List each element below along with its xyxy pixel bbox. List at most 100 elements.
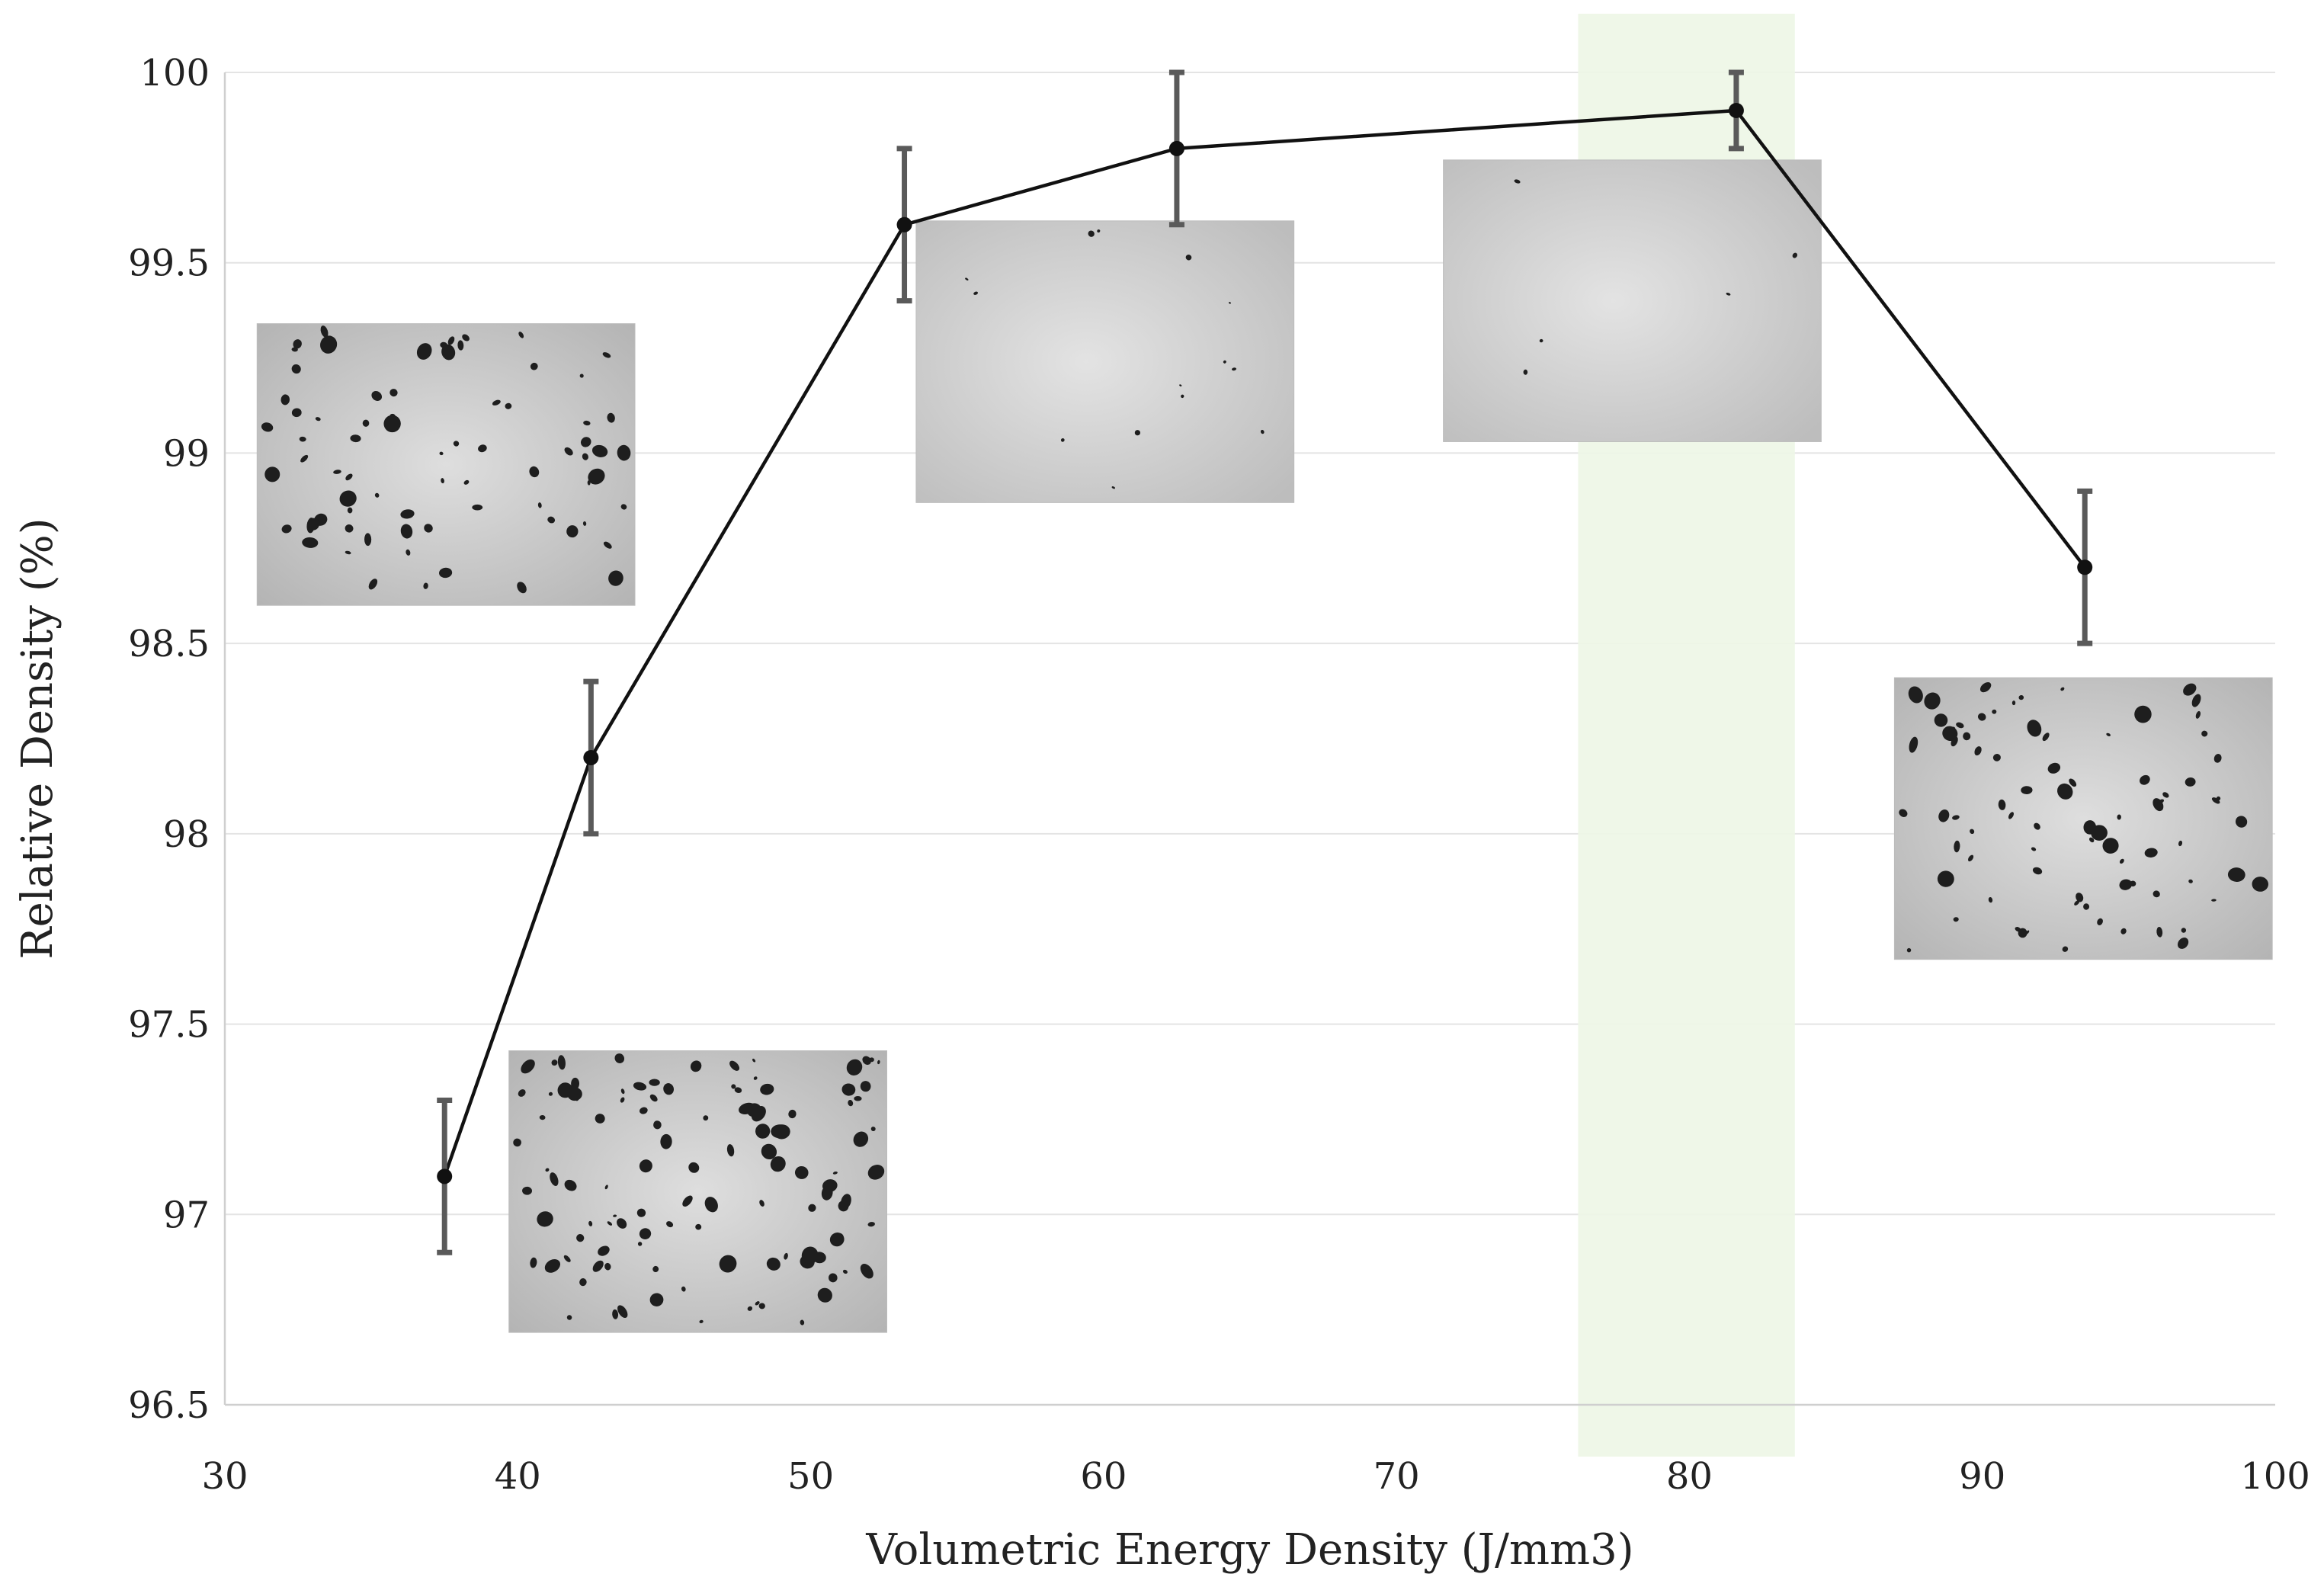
pore bbox=[264, 466, 280, 482]
micrograph-background bbox=[1893, 677, 2273, 960]
pore bbox=[620, 1097, 625, 1103]
pore bbox=[368, 579, 378, 590]
pore bbox=[1938, 809, 1950, 822]
micrograph-background bbox=[256, 323, 636, 606]
pore bbox=[315, 417, 321, 422]
pore bbox=[2042, 732, 2050, 742]
pore bbox=[639, 1107, 648, 1114]
pore bbox=[424, 524, 433, 533]
pore bbox=[339, 490, 357, 507]
pore bbox=[291, 364, 301, 374]
y-tick-label: 99 bbox=[163, 432, 210, 475]
tick-labels: 96.5 97 97.5 98 98.5 99 99.5 100 30 40 50 60 70 80 90 1… bbox=[128, 52, 2310, 1498]
pore bbox=[2153, 890, 2160, 898]
pore bbox=[2178, 938, 2189, 949]
pore bbox=[281, 524, 292, 534]
pore bbox=[2157, 799, 2165, 805]
pore bbox=[794, 1165, 809, 1179]
pore bbox=[582, 453, 588, 460]
pore bbox=[293, 339, 302, 349]
pore bbox=[300, 454, 309, 463]
pore bbox=[2027, 720, 2042, 737]
pore bbox=[1514, 179, 1521, 184]
pore bbox=[695, 1223, 702, 1230]
pore bbox=[440, 341, 448, 348]
pore bbox=[518, 332, 524, 338]
pore bbox=[653, 1120, 662, 1130]
pore bbox=[374, 492, 380, 498]
pore bbox=[588, 468, 605, 485]
pore bbox=[862, 1056, 871, 1065]
pore bbox=[441, 478, 444, 484]
pore bbox=[1260, 429, 1265, 434]
pore bbox=[563, 1255, 571, 1262]
pore bbox=[2162, 792, 2169, 798]
pore bbox=[755, 1301, 760, 1306]
pore bbox=[2088, 837, 2095, 843]
pore bbox=[580, 437, 591, 447]
pore bbox=[870, 1127, 876, 1132]
pore bbox=[2201, 730, 2208, 737]
pore bbox=[478, 444, 487, 453]
micrograph-insets bbox=[256, 159, 2273, 1333]
pore bbox=[2211, 797, 2220, 804]
pore bbox=[649, 1094, 658, 1102]
pore bbox=[389, 389, 398, 397]
pore bbox=[620, 504, 627, 510]
pore bbox=[462, 334, 470, 341]
pore bbox=[617, 1218, 627, 1229]
pore bbox=[817, 1287, 832, 1303]
pore bbox=[595, 1114, 605, 1124]
pore bbox=[598, 1245, 610, 1256]
data-point bbox=[2077, 559, 2093, 575]
pore bbox=[1899, 809, 1908, 817]
pore bbox=[579, 373, 584, 378]
pore bbox=[719, 1255, 737, 1273]
pore bbox=[2183, 683, 2197, 696]
pore bbox=[2083, 820, 2097, 835]
pore bbox=[2117, 814, 2121, 820]
pore bbox=[808, 1204, 816, 1212]
pore bbox=[660, 1133, 672, 1149]
pore bbox=[614, 1053, 625, 1063]
pore bbox=[704, 1197, 718, 1213]
pore bbox=[513, 1138, 521, 1147]
pore bbox=[1924, 692, 1941, 710]
y-tick-label: 99.5 bbox=[128, 242, 210, 285]
pore bbox=[603, 541, 612, 549]
pore bbox=[965, 277, 969, 280]
pore bbox=[2021, 786, 2033, 794]
pore bbox=[729, 1060, 740, 1071]
pore bbox=[2227, 867, 2245, 882]
pore bbox=[1111, 486, 1115, 489]
pore bbox=[788, 1109, 797, 1119]
pore bbox=[439, 567, 453, 579]
pore bbox=[539, 1114, 546, 1120]
pore bbox=[1956, 722, 1964, 729]
pore bbox=[832, 1171, 838, 1175]
pore bbox=[703, 1115, 709, 1121]
pore bbox=[582, 521, 587, 526]
pore bbox=[400, 524, 413, 539]
pore bbox=[663, 1083, 675, 1095]
pore bbox=[1963, 732, 1971, 741]
y-tick-label: 98 bbox=[163, 813, 210, 856]
pore bbox=[505, 402, 512, 409]
pore bbox=[604, 1184, 608, 1190]
pore bbox=[566, 525, 579, 538]
pore bbox=[345, 550, 351, 555]
x-tick-label: 100 bbox=[2240, 1455, 2310, 1498]
pore bbox=[345, 473, 353, 481]
pore bbox=[801, 1246, 819, 1265]
pore bbox=[1992, 709, 1997, 714]
axes bbox=[223, 72, 2275, 1406]
pore bbox=[588, 1220, 593, 1226]
pore bbox=[636, 1208, 646, 1217]
pore bbox=[2195, 710, 2201, 719]
pore bbox=[291, 408, 302, 418]
pore bbox=[1974, 746, 1982, 756]
pore bbox=[280, 394, 290, 406]
pore bbox=[2119, 879, 2133, 890]
pore bbox=[747, 1306, 753, 1311]
pore bbox=[522, 1186, 533, 1195]
